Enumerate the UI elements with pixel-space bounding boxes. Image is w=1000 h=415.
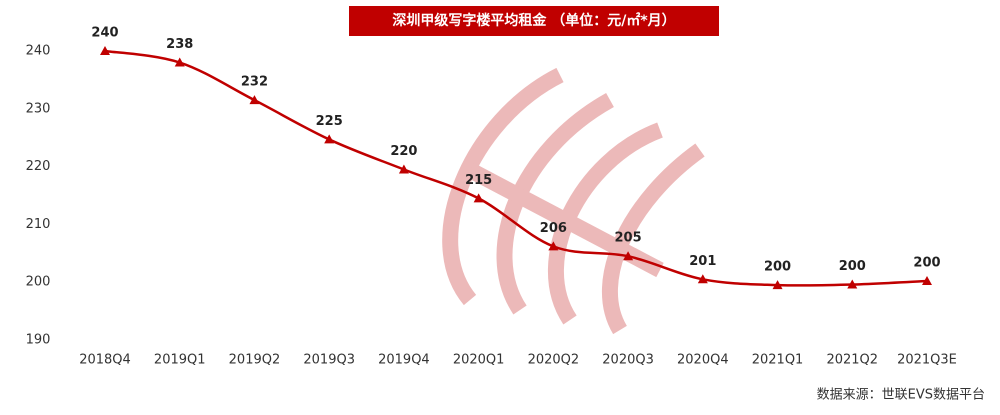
y-tick-label: 230 bbox=[26, 101, 51, 116]
marker bbox=[847, 279, 858, 289]
value-label: 200 bbox=[913, 256, 940, 271]
x-tick-label: 2021Q1 bbox=[752, 353, 804, 368]
value-label: 240 bbox=[91, 26, 118, 41]
marker bbox=[473, 193, 484, 203]
x-tick-label: 2019Q1 bbox=[154, 353, 206, 368]
marker bbox=[697, 274, 708, 284]
value-label: 200 bbox=[839, 259, 866, 274]
watermark bbox=[442, 67, 705, 335]
value-label: 220 bbox=[390, 144, 417, 159]
x-tick-label: 2021Q2 bbox=[826, 353, 878, 368]
value-label: 215 bbox=[465, 173, 492, 188]
x-tick-label: 2019Q3 bbox=[303, 353, 355, 368]
value-label: 200 bbox=[764, 260, 791, 275]
x-tick-label: 2020Q1 bbox=[453, 353, 505, 368]
marker bbox=[249, 95, 260, 105]
marker bbox=[174, 57, 185, 67]
marker bbox=[100, 46, 110, 55]
x-tick-label: 2019Q4 bbox=[378, 353, 430, 368]
marker bbox=[772, 280, 783, 290]
value-label: 238 bbox=[166, 37, 193, 52]
y-tick-label: 200 bbox=[26, 275, 51, 290]
marker bbox=[398, 164, 409, 174]
x-tick-label: 2020Q3 bbox=[602, 353, 654, 368]
title-box bbox=[349, 6, 719, 36]
marker bbox=[922, 276, 932, 286]
x-tick-label: 2019Q2 bbox=[229, 353, 281, 368]
source-note: 数据来源：世联EVS数据平台 bbox=[817, 388, 985, 403]
value-label: 232 bbox=[241, 75, 268, 90]
y-tick-label: 240 bbox=[26, 44, 51, 59]
y-tick-label: 220 bbox=[26, 159, 51, 174]
marker bbox=[548, 241, 559, 251]
value-label: 225 bbox=[316, 114, 343, 129]
line bbox=[104, 49, 928, 287]
chart-title: 深圳甲级写字楼平均租金 （单位：元/㎡*月） bbox=[392, 12, 675, 29]
marker bbox=[324, 134, 335, 144]
x-tick-label: 2020Q2 bbox=[528, 353, 580, 368]
marker bbox=[623, 251, 634, 261]
value-label: 205 bbox=[615, 231, 642, 246]
value-label: 206 bbox=[540, 221, 567, 236]
x-tick-label: 2020Q4 bbox=[677, 353, 729, 368]
x-tick-label: 2021Q3E bbox=[897, 353, 957, 368]
x-tick-label: 2018Q4 bbox=[79, 353, 131, 368]
y-tick-label: 190 bbox=[26, 333, 51, 348]
y-tick-label: 210 bbox=[26, 217, 51, 232]
value-label: 201 bbox=[689, 254, 716, 269]
